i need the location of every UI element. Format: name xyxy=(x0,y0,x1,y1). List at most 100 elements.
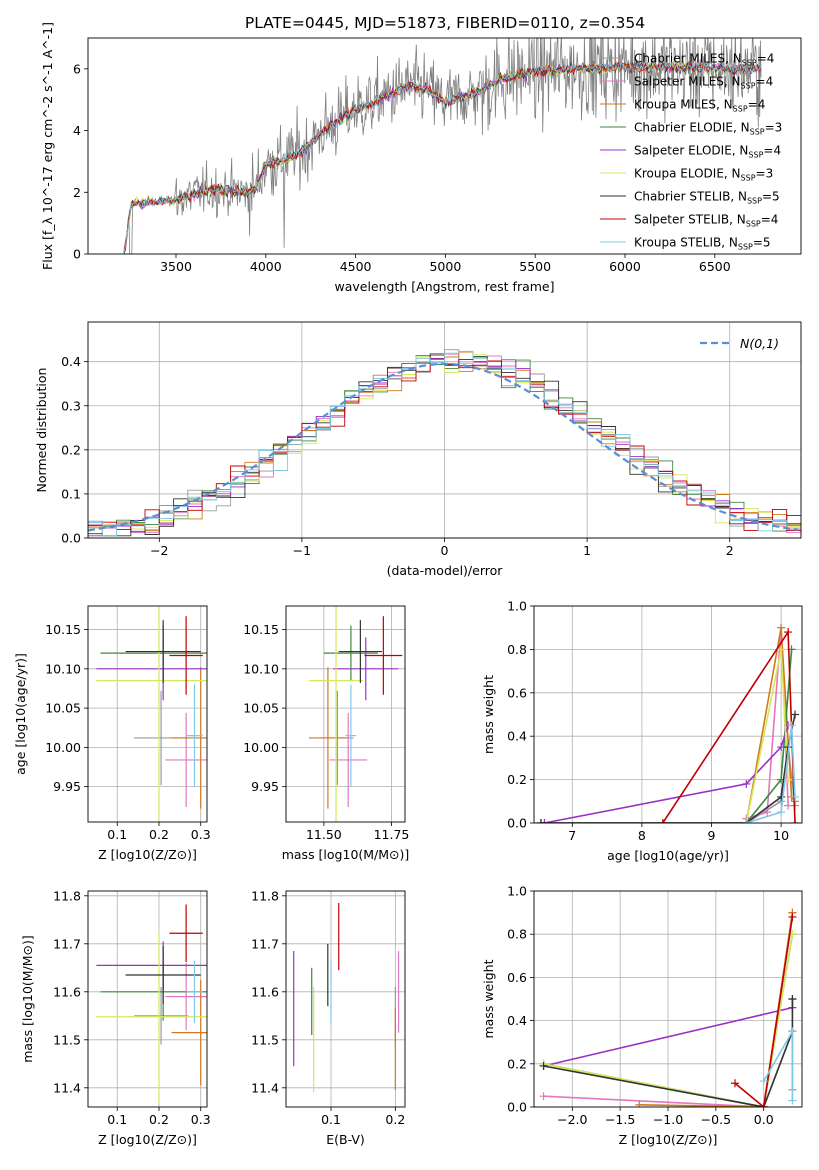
legend-entry: Salpeter STELIB, NSSP=4 xyxy=(634,213,778,229)
x-tick-label: 5500 xyxy=(519,259,551,274)
y-tick-label: 0.0 xyxy=(507,816,527,831)
y-tick-label: 11.8 xyxy=(53,888,81,903)
y-tick-label: 1.0 xyxy=(507,884,527,899)
residual-legend: N(0,1) xyxy=(700,336,779,351)
y-tick-label: 11.4 xyxy=(53,1080,81,1095)
normal-distribution-curve xyxy=(88,362,799,532)
x-tick-label: 4500 xyxy=(340,259,372,274)
y-tick-label: 10.05 xyxy=(45,701,81,716)
plot-area-age_vs_Z xyxy=(96,606,207,822)
weight-marker xyxy=(777,645,786,654)
y-axis-label: mass [log10(M/M⊙)] xyxy=(20,935,35,1063)
weight-marker xyxy=(731,1079,739,1088)
x-tick-label: 0.2 xyxy=(149,1112,169,1127)
y-tick-label: 9.95 xyxy=(53,779,81,794)
y-tick-label: 11.7 xyxy=(53,936,81,951)
x-tick-label: 6500 xyxy=(699,259,731,274)
y-tick-label: 0.6 xyxy=(507,970,527,985)
x-tick-label: 9 xyxy=(708,828,716,843)
x-tick-label: 0 xyxy=(441,543,449,558)
weight-line xyxy=(541,649,793,823)
weight-marker xyxy=(777,623,786,632)
y-tick-label: 0.4 xyxy=(507,1013,527,1028)
weight-marker xyxy=(791,819,800,823)
y-tick-label: 6 xyxy=(73,61,81,76)
legend-entry: Chabrier STELIB, NSSP=5 xyxy=(634,190,780,206)
y-tick-label: 11.6 xyxy=(53,984,81,999)
x-tick-label: 3500 xyxy=(160,259,192,274)
weight-marker xyxy=(759,1077,768,1086)
axes-residuals: −2 −1 0 1 2 0.0 0.1 0.2 0.3 0.4 (data-model)/error… xyxy=(34,321,802,578)
x-axis-label: Z [log10(Z/Z⊙)] xyxy=(98,847,197,862)
y-axis-label: age [log10(age/yr)] xyxy=(13,653,28,775)
weight-line xyxy=(734,916,794,1107)
x-tick-label: −1.5 xyxy=(605,1112,635,1127)
y-axis-label: mass weight xyxy=(481,959,496,1038)
x-axis-label: Z [log10(Z/Z⊙)] xyxy=(619,1132,718,1147)
y-tick-label: 0 xyxy=(73,247,81,262)
x-tick-label: 0.0 xyxy=(754,1112,774,1127)
x-axis-label: (data-model)/error xyxy=(387,563,504,578)
weight-line xyxy=(543,934,794,1107)
x-tick-label: 7 xyxy=(568,828,576,843)
x-tick-label: 0.2 xyxy=(149,827,169,842)
x-tick-label: 0.3 xyxy=(191,827,211,842)
y-tick-label: 0.2 xyxy=(507,1056,527,1071)
x-tick-label: 2 xyxy=(726,543,734,558)
plot-area-spectrum xyxy=(123,38,762,254)
weight-line xyxy=(746,725,796,823)
y-tick-label: 0.3 xyxy=(61,398,81,413)
weight-marker xyxy=(791,792,800,801)
y-tick-label: 0.2 xyxy=(507,772,527,787)
weight-marker xyxy=(539,1061,548,1070)
axes-age_vs_Z: 0.1 0.2 0.3 9.95 10.00 10.05 10.10 10.15 Z [log1… xyxy=(13,605,211,862)
weight-marker xyxy=(788,995,797,1003)
y-tick-label: 0.2 xyxy=(61,442,81,457)
y-tick-label: 9.95 xyxy=(251,779,279,794)
residual-histogram xyxy=(88,350,801,537)
weight-marker xyxy=(788,1027,797,1036)
weight-marker xyxy=(540,819,549,823)
x-tick-label: 1 xyxy=(583,543,591,558)
x-tick-label: −1.0 xyxy=(653,1112,683,1127)
plot-area-residuals xyxy=(88,349,801,537)
residual-histogram xyxy=(88,354,801,537)
x-axis-label: E(B-V) xyxy=(326,1132,365,1147)
legend-entry: Kroupa STELIB, NSSP=5 xyxy=(634,236,771,252)
observed-spectrum-line xyxy=(123,38,762,254)
plot-area-age_vs_mass xyxy=(308,606,403,822)
weight-marker xyxy=(784,801,793,810)
x-tick-label: −2.0 xyxy=(557,1112,587,1127)
y-tick-label: 11.4 xyxy=(251,1080,279,1095)
y-tick-label: 11.6 xyxy=(251,984,279,999)
weight-marker xyxy=(742,819,751,823)
y-tick-label: 0.4 xyxy=(507,729,527,744)
x-tick-label: −0.5 xyxy=(701,1112,731,1127)
x-tick-label: 0.1 xyxy=(107,827,127,842)
x-tick-label: −1 xyxy=(293,543,311,558)
residual-histogram xyxy=(88,349,801,537)
y-tick-label: 0.8 xyxy=(507,642,527,657)
legend-entry: Salpeter MILES, NSSP=4 xyxy=(634,75,773,91)
plot-area-mass_vs_Z xyxy=(96,904,207,1104)
y-tick-label: 10.05 xyxy=(243,701,279,716)
y-tick-label: 11.8 xyxy=(251,888,279,903)
y-tick-label: 0.0 xyxy=(507,1100,527,1115)
figure-title: PLATE=0445, MJD=51873, FIBERID=0110, z=0… xyxy=(245,14,645,32)
axes-frame xyxy=(87,37,802,255)
weight-marker xyxy=(777,792,786,801)
y-tick-label: 0.6 xyxy=(507,685,527,700)
weight-marker xyxy=(536,819,545,823)
x-tick-label: 0.2 xyxy=(385,1112,405,1127)
axes-frame xyxy=(285,605,406,823)
y-tick-label: 10.15 xyxy=(243,622,279,637)
x-tick-label: 0.1 xyxy=(107,1112,127,1127)
axes-frame xyxy=(285,890,406,1108)
y-tick-label: 2 xyxy=(73,185,81,200)
x-tick-label: 0.1 xyxy=(321,1112,341,1127)
y-tick-label: 10.00 xyxy=(243,740,279,755)
y-tick-label: 11.5 xyxy=(251,1032,279,1047)
plot-area-mass_vs_EBV xyxy=(293,903,400,1093)
y-tick-label: 10.00 xyxy=(45,740,81,755)
